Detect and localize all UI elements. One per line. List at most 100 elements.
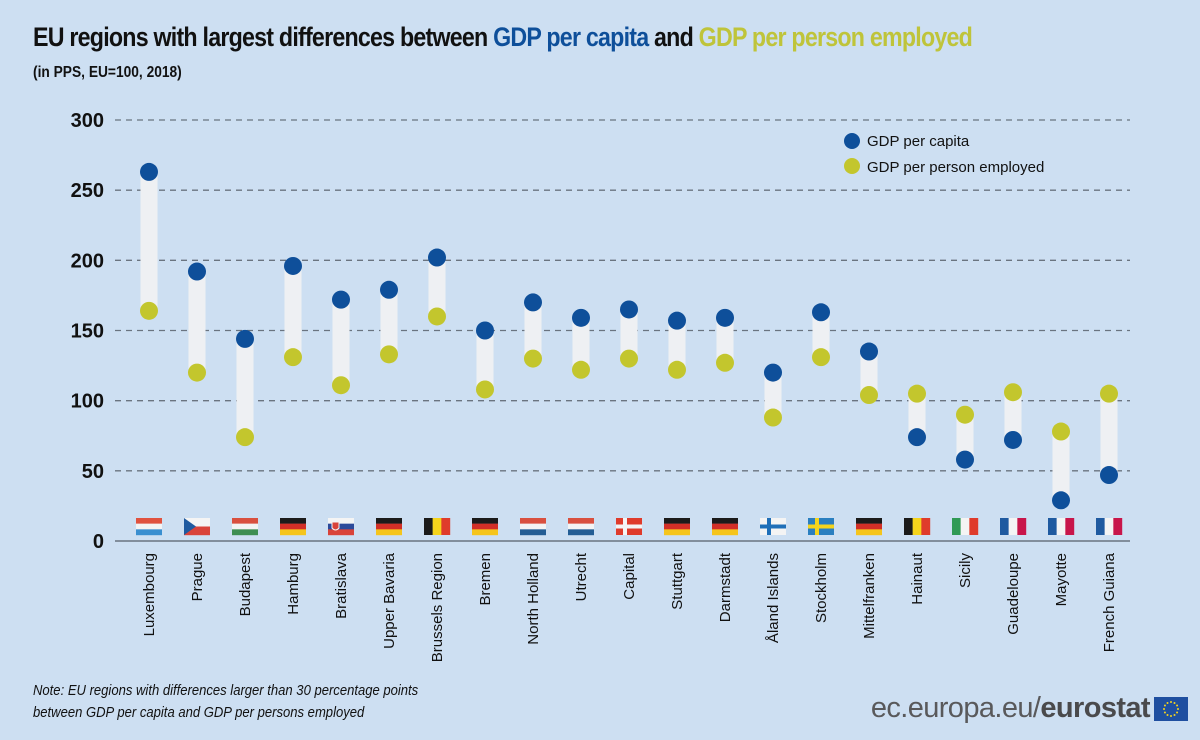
point-gdp-per-capita (572, 308, 590, 327)
point-gdp-per-person-employed (1100, 384, 1118, 403)
point-gdp-per-person-employed (860, 386, 878, 405)
flag-germany-icon (472, 518, 498, 536)
point-gdp-per-person-employed (668, 360, 686, 379)
x-tick-label: Hainaut (909, 552, 926, 605)
flag-netherlands-icon (568, 518, 594, 536)
flag-belgium-icon (904, 518, 931, 535)
logo-url-prefix: ec.europa.eu/ (870, 692, 1041, 724)
range-bar (1004, 392, 1022, 440)
flag-czechia-icon (184, 518, 210, 536)
x-tick-label: Stuttgart (669, 552, 686, 610)
x-tick-label: Guadeloupe (1005, 553, 1022, 635)
flag-germany-icon (376, 518, 402, 536)
point-gdp-per-person-employed (764, 408, 782, 427)
flag-finland-icon (760, 518, 786, 535)
y-tick-label: 150 (71, 321, 104, 343)
range-bar (620, 309, 638, 359)
point-gdp-per-capita (332, 290, 350, 309)
point-gdp-per-capita (380, 280, 398, 299)
range-bar (1052, 431, 1070, 501)
data-points (140, 162, 1118, 510)
flag-germany-icon (664, 518, 690, 536)
range-bar (332, 299, 350, 386)
point-gdp-per-person-employed (332, 376, 350, 395)
y-tick-label: 300 (71, 110, 104, 132)
y-tick-label: 100 (71, 391, 104, 413)
point-gdp-per-capita (812, 303, 830, 322)
point-gdp-per-capita (284, 256, 302, 275)
point-gdp-per-capita (620, 300, 638, 319)
footnote-line-2: between GDP per capita and GDP per perso… (33, 705, 365, 721)
point-gdp-per-capita (140, 162, 158, 181)
point-gdp-per-person-employed (284, 348, 302, 367)
x-axis-labels: Luxembourg Prague Budapest Hamburg Bratislav… (141, 552, 1118, 662)
point-gdp-per-capita (524, 293, 542, 312)
range-bar (572, 317, 590, 370)
range-bar (716, 317, 734, 363)
x-tick-label: French Guiana (1101, 552, 1118, 652)
point-gdp-per-capita (860, 342, 878, 361)
flag-belgium-icon (424, 518, 451, 535)
x-tick-label: Capital (621, 553, 638, 600)
point-gdp-per-capita (1004, 430, 1022, 449)
title-gdp-per-capita: GDP per capita (493, 22, 649, 52)
x-tick-label: North Holland (525, 553, 542, 645)
point-gdp-per-capita (1052, 491, 1070, 510)
range-bar (140, 171, 158, 311)
flag-slovakia-icon (328, 518, 354, 536)
flag-france-icon (1048, 518, 1075, 535)
flag-sweden-icon (808, 518, 834, 535)
point-gdp-per-capita (716, 308, 734, 327)
range-bar (284, 265, 302, 358)
x-tick-label: Mayotte (1053, 553, 1070, 606)
point-gdp-per-capita (1100, 466, 1118, 485)
point-gdp-per-person-employed (716, 353, 734, 372)
flag-hungary-icon (232, 518, 258, 536)
range-bar (860, 351, 878, 396)
point-gdp-per-capita (236, 329, 254, 348)
point-gdp-per-capita (956, 450, 974, 469)
point-gdp-per-person-employed (140, 301, 158, 320)
point-gdp-per-capita (764, 363, 782, 382)
range-bars (140, 171, 1118, 501)
x-tick-label: Bratislava (333, 552, 350, 619)
footnote-line-1: Note: EU regions with differences larger… (33, 683, 419, 699)
x-tick-label: Sicily (957, 553, 974, 589)
logo-brand: eurostat (1040, 692, 1150, 724)
point-gdp-per-capita (188, 262, 206, 281)
point-gdp-per-capita (428, 248, 446, 267)
point-gdp-per-person-employed (476, 380, 494, 399)
chart-subtitle: (in PPS, EU=100, 2018) (33, 64, 182, 81)
point-gdp-per-capita (668, 311, 686, 330)
x-tick-label: Stockholm (813, 553, 830, 623)
flag-germany-icon (280, 518, 306, 536)
eurostat-logo[interactable]: ec.europa.eu/eurostat (871, 692, 1188, 725)
point-gdp-per-person-employed (1004, 383, 1022, 402)
legend-marker-gdp-per-person-employed (844, 158, 860, 174)
eu-flag-icon (1154, 696, 1188, 721)
x-tick-label: Bremen (477, 553, 494, 606)
legend-marker-gdp-per-capita (844, 133, 860, 149)
point-gdp-per-person-employed (812, 348, 830, 367)
legend: GDP per capita GDP per person employed (844, 133, 1044, 176)
flag-germany-icon (856, 518, 882, 536)
x-tick-label: Budapest (237, 552, 254, 616)
y-tick-label: 0 (93, 531, 104, 553)
y-tick-label: 200 (71, 250, 104, 272)
x-tick-label: Åland Islands (765, 553, 782, 643)
footnote: Note: EU regions with differences larger… (33, 680, 418, 724)
point-gdp-per-person-employed (908, 384, 926, 403)
title-and: and (648, 22, 699, 52)
y-tick-label: 50 (82, 461, 104, 483)
point-gdp-per-person-employed (380, 345, 398, 364)
range-bar (812, 312, 830, 358)
x-tick-label: Darmstadt (717, 552, 734, 622)
flag-france-icon (1000, 518, 1027, 535)
legend-label-gdp-per-capita: GDP per capita (867, 133, 970, 150)
range-bar (236, 338, 254, 438)
point-gdp-per-person-employed (236, 428, 254, 447)
point-gdp-per-person-employed (524, 349, 542, 368)
range-bar (908, 393, 926, 438)
range-bar (1100, 393, 1118, 476)
